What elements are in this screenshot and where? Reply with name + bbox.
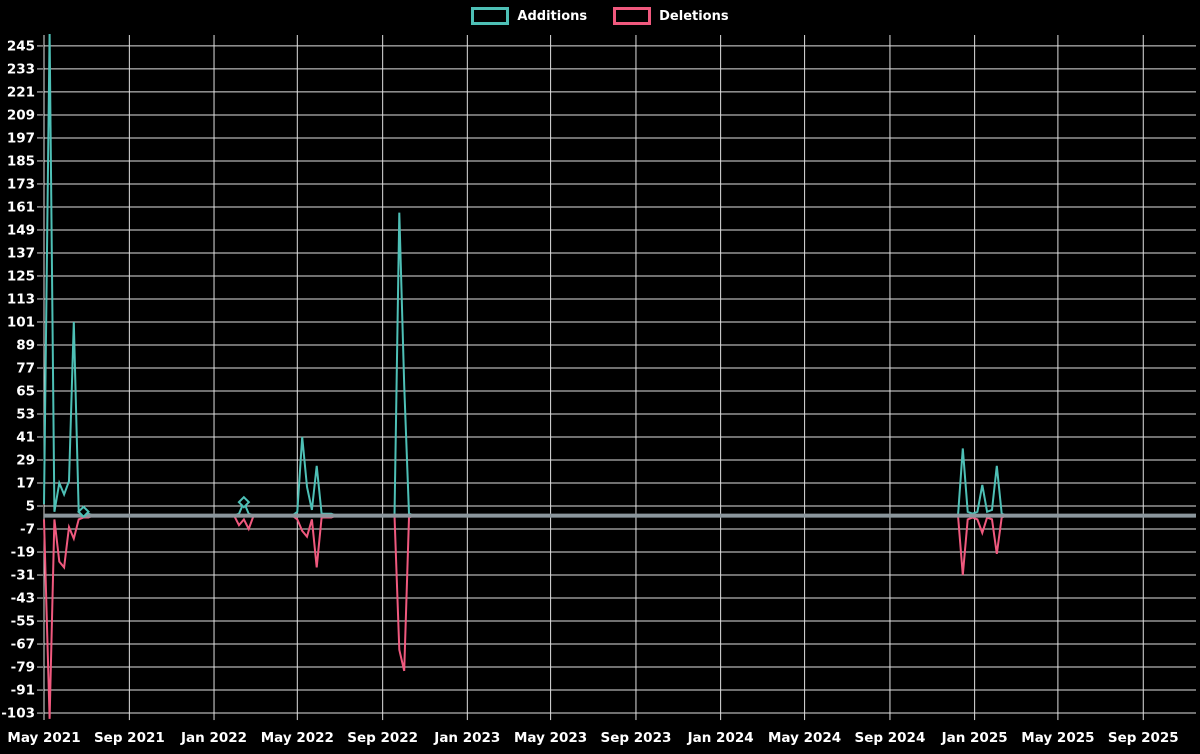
- y-tick-label: 17: [16, 476, 35, 492]
- x-tick-label: Jan 2025: [941, 730, 1008, 746]
- diamond-point-marker: [237, 495, 251, 509]
- y-tick-label: 77: [16, 360, 35, 376]
- y-tick-label: 161: [7, 199, 35, 215]
- y-tick-label: 209: [7, 107, 35, 123]
- y-tick-label: -7: [20, 522, 35, 538]
- y-tick-label: 149: [7, 222, 35, 238]
- x-tick-label: May 2024: [768, 730, 841, 746]
- y-tick-label: 53: [16, 406, 35, 422]
- x-tick-label: Sep 2024: [855, 730, 926, 746]
- x-tick-label: Sep 2023: [601, 730, 672, 746]
- series-lines: [43, 34, 1196, 719]
- point-markers: [77, 495, 251, 519]
- y-tick-label: 113: [7, 291, 35, 307]
- y-tick-label: -55: [11, 614, 35, 630]
- legend-item-additions[interactable]: Additions: [471, 7, 587, 25]
- x-tick-label: Jan 2022: [180, 730, 247, 746]
- x-tick-label: Jan 2023: [433, 730, 500, 746]
- x-axis: May 2021 Sep 2021 Jan 2022 May 2022 Sep 2022…: [7, 35, 1179, 746]
- y-tick-label: 65: [16, 383, 35, 399]
- y-tick-label: 221: [7, 84, 35, 100]
- y-tick-label: -19: [11, 545, 35, 561]
- y-tick-label: 185: [7, 153, 35, 169]
- deletions-line: [43, 514, 1196, 719]
- diamond-point-marker: [77, 505, 90, 519]
- y-tick-label: 101: [7, 314, 35, 330]
- legend-item-deletions[interactable]: Deletions: [613, 7, 729, 25]
- x-tick-label: May 2022: [261, 730, 334, 746]
- y-tick-label: 245: [7, 38, 35, 54]
- y-tick-label: -79: [11, 660, 35, 676]
- y-tick-label: -103: [1, 706, 35, 722]
- y-axis: 245 233 221 209 197 185 173 161 149 137 125 113 101 8…: [1, 38, 1196, 722]
- x-tick-label: May 2025: [1021, 730, 1094, 746]
- legend: Additions Deletions: [0, 7, 1200, 25]
- x-tick-label: Sep 2022: [347, 730, 418, 746]
- y-tick-label: -67: [11, 637, 35, 653]
- y-tick-label: 233: [7, 61, 35, 77]
- x-tick-label: May 2021: [7, 730, 80, 746]
- y-tick-label: 5: [26, 499, 35, 515]
- deletions-swatch-icon: [613, 7, 652, 25]
- y-tick-label: -31: [11, 568, 35, 584]
- deletions-legend-label: Deletions: [659, 8, 729, 24]
- x-tick-label: Sep 2021: [94, 730, 165, 746]
- y-tick-label: 29: [16, 453, 35, 469]
- additions-legend-label: Additions: [517, 8, 588, 24]
- x-tick-label: May 2023: [514, 730, 587, 746]
- y-tick-label: -43: [11, 591, 35, 607]
- y-tick-label: 137: [7, 245, 35, 261]
- x-tick-label: Jan 2024: [687, 730, 754, 746]
- x-tick-label: Sep 2025: [1108, 730, 1179, 746]
- y-tick-label: 125: [7, 268, 35, 284]
- y-tick-label: -91: [11, 683, 35, 699]
- additions-line: [43, 34, 1196, 517]
- y-tick-label: 173: [7, 176, 35, 192]
- y-tick-label: 197: [7, 130, 35, 146]
- additions-swatch-icon: [471, 7, 510, 25]
- y-tick-label: 41: [16, 430, 35, 446]
- y-tick-label: 89: [16, 337, 35, 353]
